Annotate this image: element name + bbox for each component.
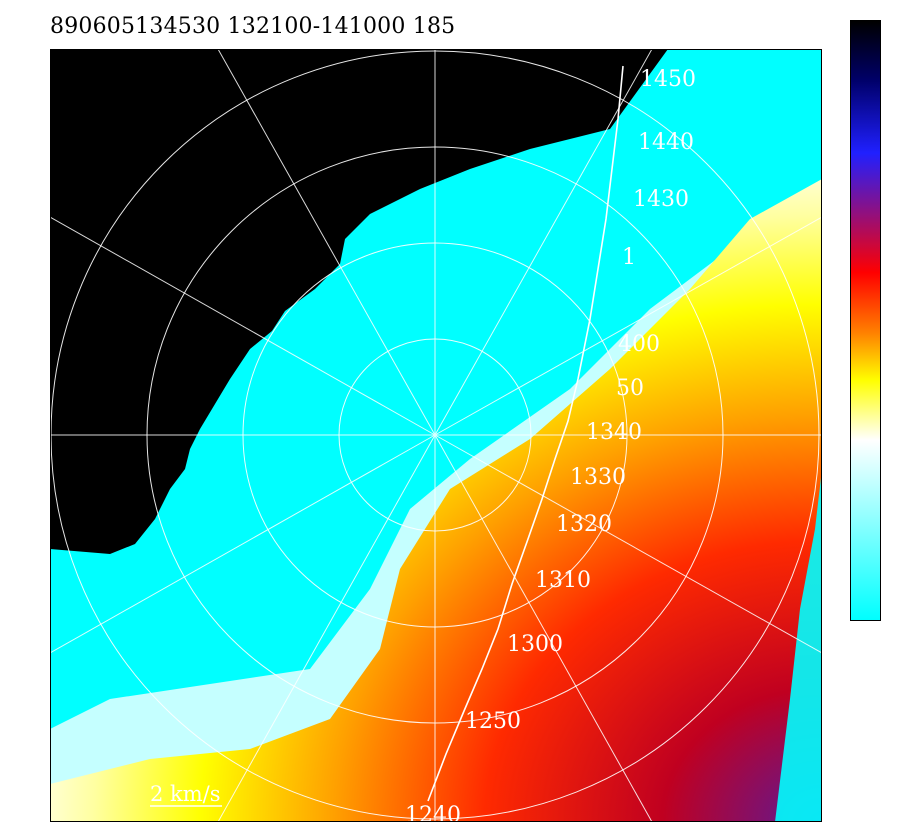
image-title: 890605134530 132100-141000 185 (50, 14, 456, 39)
scale-bar: 2 km/s (150, 782, 222, 807)
time-label: 1300 (507, 632, 563, 657)
radar-map: 1450 1440 1430 1 400 50 1340 1330 1320 1… (50, 49, 822, 822)
time-label: 1 (622, 245, 636, 270)
time-label: 1310 (535, 568, 591, 593)
time-label: 1250 (465, 709, 521, 734)
azimuth-lines (50, 49, 822, 822)
echo-core (50, 179, 822, 822)
time-label: 1330 (570, 465, 626, 490)
scale-label: 2 km/s (150, 782, 221, 806)
time-label: 50 (616, 376, 644, 401)
track-line (427, 65, 624, 802)
right-edge-region (775, 49, 822, 822)
time-label: 1320 (556, 512, 612, 537)
time-label: 1240 (405, 803, 461, 822)
color-scale-bar (850, 20, 881, 621)
time-label: 1430 (633, 187, 689, 212)
time-label: 1440 (638, 130, 694, 155)
time-label: 400 (618, 332, 660, 357)
time-label: 1450 (640, 67, 696, 92)
black-region (50, 49, 668, 554)
time-label: 1340 (586, 420, 642, 445)
